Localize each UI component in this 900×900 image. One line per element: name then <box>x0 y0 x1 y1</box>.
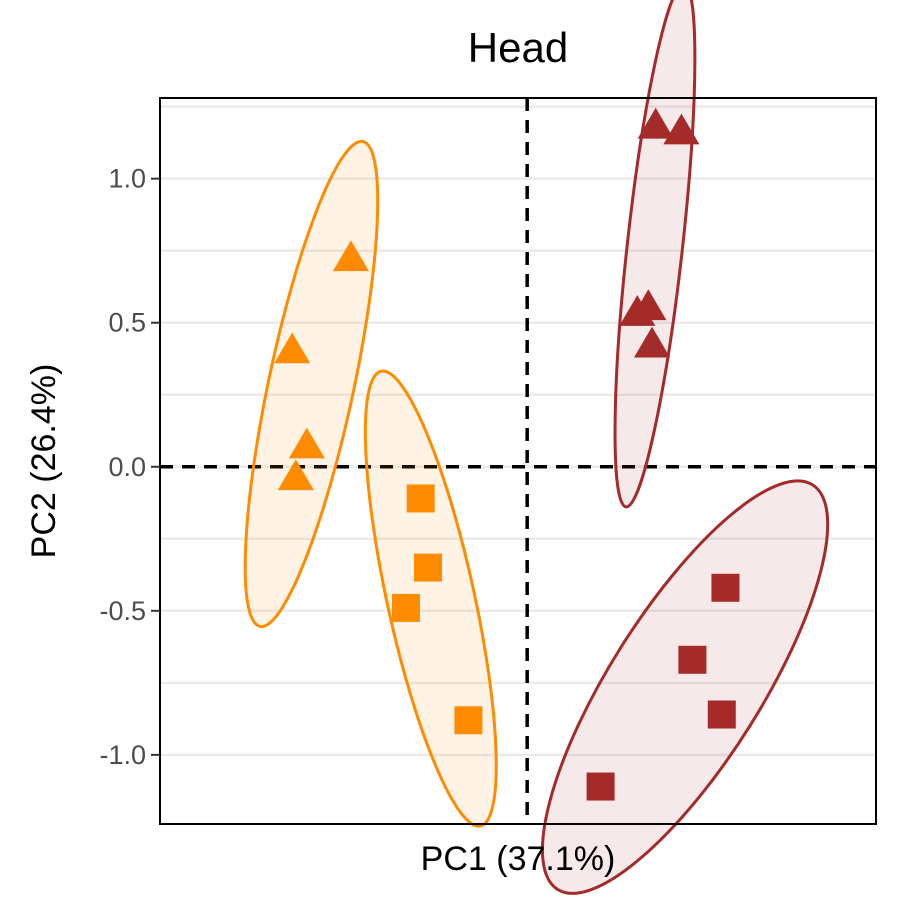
chart-title: Head <box>468 24 568 71</box>
square-point <box>454 706 483 735</box>
square-point <box>678 645 707 674</box>
y-axis-ticks: 1.0 0.5 0.0 -0.5 -1.0 <box>99 164 160 770</box>
triangle-point <box>637 107 674 139</box>
y-tick-label: -0.5 <box>99 596 146 626</box>
y-tick-label: 0.5 <box>108 308 146 338</box>
confidence-ellipse <box>363 369 498 828</box>
square-point <box>586 772 615 801</box>
y-tick-label: 0.0 <box>108 452 146 482</box>
triangle-point <box>619 295 656 326</box>
x-axis-label: PC1 (37.1%) <box>421 840 616 878</box>
triangle-point <box>633 326 671 358</box>
square-point <box>414 553 443 582</box>
triangle-point <box>332 240 369 272</box>
triangle-point <box>274 332 311 364</box>
reference-lines <box>160 98 876 824</box>
triangle-point <box>288 427 325 459</box>
plot-border <box>159 97 877 825</box>
square-point <box>707 700 736 729</box>
triangle-point <box>663 113 700 145</box>
y-axis-label: PC2 (26.4%) <box>25 364 63 559</box>
square-point <box>392 593 421 622</box>
triangle-point <box>277 459 314 491</box>
data-points <box>274 107 740 801</box>
y-tick-label: 1.0 <box>108 164 146 194</box>
y-tick-label: -1.0 <box>99 740 146 770</box>
confidence-ellipse <box>613 0 697 509</box>
square-point <box>711 573 740 602</box>
square-point <box>406 484 435 513</box>
